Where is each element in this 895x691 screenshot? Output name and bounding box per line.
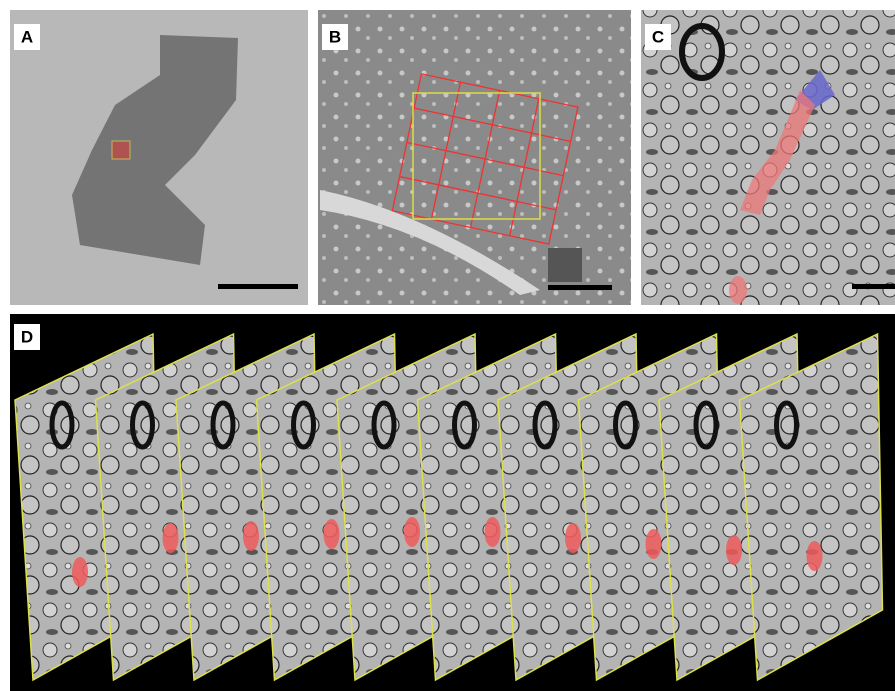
panel-b: B — [318, 10, 631, 305]
red-segment — [645, 529, 662, 559]
label-box — [322, 24, 348, 50]
panel-label: D — [21, 327, 33, 346]
myelin — [130, 400, 155, 450]
myelin — [452, 400, 477, 450]
red-segment — [243, 521, 259, 551]
red-segment — [404, 517, 420, 547]
red-segment — [806, 541, 823, 571]
red-segment — [726, 535, 742, 565]
red-segment — [729, 276, 747, 304]
red-segment — [740, 90, 815, 215]
scale-bar — [852, 284, 895, 289]
roi-box — [412, 92, 541, 220]
panel-label: A — [21, 27, 33, 46]
panel-a: A — [10, 10, 308, 305]
scale-bar — [548, 285, 612, 290]
red-segment — [323, 519, 340, 549]
myelin — [613, 400, 638, 450]
myelin — [679, 23, 725, 81]
red-segment — [162, 523, 179, 553]
panel-c: C — [641, 10, 895, 305]
myelin — [532, 400, 558, 450]
roi-box — [111, 140, 131, 160]
tile-grid — [391, 73, 579, 245]
red-segment — [565, 523, 581, 553]
dark-square — [548, 248, 582, 282]
myelin — [210, 400, 236, 450]
tissue-section — [72, 35, 238, 265]
myelin — [49, 400, 75, 450]
panel-label: B — [329, 27, 341, 46]
vessel — [320, 190, 540, 295]
red-segment — [484, 517, 501, 547]
panel-label: C — [652, 27, 664, 46]
myelin — [371, 400, 397, 450]
myelin — [291, 400, 316, 450]
scale-bar — [218, 284, 298, 289]
panel-d — [10, 314, 895, 691]
myelin — [693, 400, 719, 450]
myelin — [774, 400, 799, 450]
label-box — [645, 24, 671, 50]
label-box — [14, 24, 40, 50]
red-segment — [72, 557, 88, 587]
label-box — [14, 324, 40, 350]
